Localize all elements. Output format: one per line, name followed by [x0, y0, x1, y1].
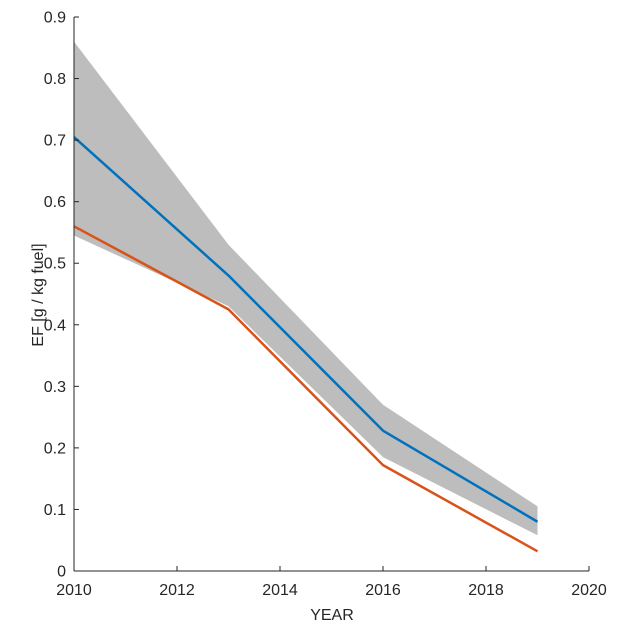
y-tick-label: 0.3 [44, 379, 66, 396]
x-tick-label: 2016 [365, 582, 401, 599]
y-tick-label: 0.6 [44, 194, 66, 211]
x-tick-label: 2018 [468, 582, 504, 599]
y-tick-label: 0.5 [44, 256, 66, 273]
y-tick-label: 0.4 [44, 317, 66, 334]
y-tick-label: 0 [57, 564, 66, 581]
x-tick-label: 2020 [571, 582, 607, 599]
y-axis-title: EF [g / kg fuel] [30, 243, 47, 346]
series-line-2 [73, 225, 539, 553]
x-axis-title: YEAR [310, 607, 354, 624]
uncertainty-band [74, 41, 538, 536]
y-tick-label: 0.9 [44, 10, 66, 27]
y-tick-label: 0.2 [44, 440, 66, 457]
y-tick-label: 0.7 [44, 133, 66, 150]
x-tick-label: 2014 [262, 582, 298, 599]
y-tick-label: 0.1 [44, 502, 66, 519]
x-tick-label: 2012 [159, 582, 195, 599]
series-line-1 [73, 136, 539, 523]
y-tick-label: 0.8 [44, 71, 66, 88]
x-tick-label: 2010 [56, 582, 92, 599]
